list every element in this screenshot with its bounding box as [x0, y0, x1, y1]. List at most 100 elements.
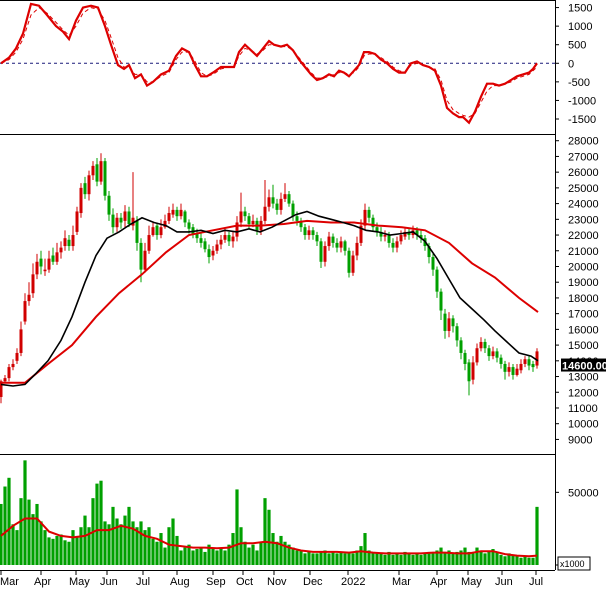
candle-body — [303, 227, 307, 236]
volume-bar — [315, 553, 319, 565]
volume-bar — [167, 527, 171, 565]
price-tick-label: 27000 — [568, 151, 599, 163]
oscillator-panel: 1500 1000 500 0 -500 -1000 -1500 — [0, 3, 596, 126]
candle-body — [31, 274, 35, 294]
volume-bar — [99, 480, 103, 565]
price-tick-label: 28000 — [568, 136, 599, 148]
price-panel: 28000 27000 26000 25000 24000 23000 22000 21000… — [0, 136, 606, 446]
candle-body — [415, 230, 419, 236]
volume-bar — [155, 541, 159, 565]
candle-body — [431, 257, 435, 270]
price-tick-label: 25000 — [568, 183, 599, 195]
volume-bar — [199, 547, 203, 565]
volume-bar — [263, 498, 267, 565]
candle-body — [159, 227, 163, 236]
volume-bar — [239, 527, 243, 565]
time-tick-label: Jul — [136, 576, 150, 588]
candle-body — [487, 348, 491, 357]
candle-body — [75, 211, 79, 232]
volume-bar — [259, 541, 263, 565]
candle-body — [0, 381, 3, 397]
price-tick-label: 18000 — [568, 293, 599, 305]
volume-bar — [227, 544, 231, 565]
candle-body — [499, 357, 503, 364]
price-tick-label: 20000 — [568, 261, 599, 273]
volume-bar — [379, 553, 383, 565]
volume-bar — [407, 553, 411, 565]
price-tick-label: 10000 — [568, 419, 599, 431]
candle-body — [383, 235, 387, 237]
volume-bar — [223, 550, 227, 565]
candle-body — [219, 239, 223, 245]
volume-bar — [19, 498, 23, 565]
time-tick-label: 2022 — [341, 576, 365, 588]
time-tick-label: May — [461, 576, 482, 588]
volume-bar — [95, 483, 99, 565]
volume-bar — [195, 549, 199, 565]
oscillator-tick-label: -1000 — [568, 95, 596, 107]
candle-body — [139, 242, 143, 270]
candle-body — [355, 242, 359, 256]
candle-body — [351, 255, 355, 273]
volume-bar — [63, 540, 67, 565]
volume-bar — [467, 551, 471, 565]
oscillator-tick-label: 500 — [568, 40, 586, 52]
price-tick-label: 17000 — [568, 309, 599, 321]
volume-bar — [47, 537, 51, 565]
volume-bar — [535, 506, 539, 565]
candle-body — [55, 252, 59, 262]
volume-bar — [459, 550, 463, 565]
volume-bar — [235, 489, 239, 565]
volume-bar — [35, 503, 39, 565]
volume-bar — [287, 544, 291, 565]
price-tick-label: 21000 — [568, 246, 599, 258]
volume-bar — [299, 550, 303, 565]
candle-body — [399, 235, 403, 242]
volume-bar — [179, 550, 183, 565]
candle-body — [195, 233, 199, 239]
candle-body — [475, 348, 479, 363]
candle-body — [447, 318, 451, 331]
candle-body — [435, 269, 439, 292]
candle-body — [291, 203, 295, 217]
candle-body — [115, 217, 119, 228]
volume-bar — [67, 541, 71, 565]
candle-body — [163, 220, 167, 228]
price-ticks: 28000 27000 26000 25000 24000 23000 22000 21000… — [555, 136, 599, 446]
candle-body — [275, 203, 279, 210]
fast-moving-average-line — [0, 210, 539, 387]
candle-body — [459, 340, 463, 353]
volume-bar — [431, 553, 435, 565]
chart-frame — [0, 0, 556, 571]
candle-body — [67, 239, 71, 247]
volume-moving-average-line — [0, 517, 538, 558]
volume-bar — [267, 509, 271, 565]
volume-bar — [115, 518, 119, 565]
candle-body — [151, 227, 155, 236]
candle-body — [39, 258, 43, 267]
volume-bar — [219, 547, 223, 565]
candle-body — [15, 352, 19, 361]
volume-bar — [519, 557, 523, 565]
time-tick-label: May — [69, 576, 90, 588]
candle-body — [267, 197, 271, 207]
time-tick-label: Aug — [170, 576, 190, 588]
volume-bar — [107, 524, 111, 565]
time-tick-label: Apr — [34, 576, 51, 588]
candle-body — [335, 242, 339, 248]
time-axis: Mar Apr May Jun Jul Aug Sep Oct Nov Dec 2022 Mar Apr… — [0, 570, 543, 588]
volume-bar — [159, 533, 163, 565]
oscillator-tick-label: -500 — [568, 77, 590, 89]
volume-bar — [375, 553, 379, 565]
volume-bar — [275, 541, 279, 565]
volume-bar — [531, 557, 535, 565]
volume-bar — [247, 547, 251, 565]
volume-tick-label: 50000 — [568, 487, 599, 499]
candle-body — [3, 378, 7, 382]
candle-body — [359, 225, 363, 243]
candle-body — [79, 187, 83, 214]
volume-bar — [15, 530, 19, 565]
volume-bar — [443, 551, 447, 565]
volume-bar — [383, 554, 387, 565]
volume-bar — [207, 544, 211, 565]
